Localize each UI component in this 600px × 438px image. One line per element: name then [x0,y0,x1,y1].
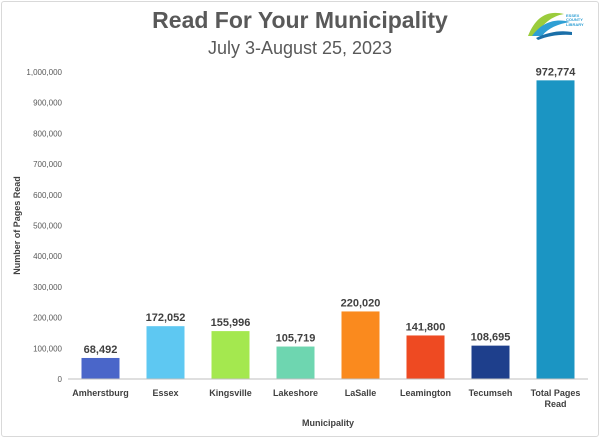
bar [81,357,120,379]
data-label: 155,996 [211,317,251,329]
data-label: 972,774 [536,66,577,78]
y-tick-label: 0 [58,375,63,384]
bar [146,326,185,379]
y-tick-label: 900,000 [33,99,62,108]
y-tick-label: 400,000 [33,252,62,261]
x-tick-label: Read [544,399,566,409]
x-axis-categories: Amherstburg Essex Kingsville Lakeshore LaSal… [72,388,580,409]
x-tick-label: LaSalle [345,388,377,398]
data-label: 68,492 [84,344,118,356]
chart-subtitle: July 3-August 25, 2023 [207,38,393,58]
library-logo-text: ESSEX COUNTY LIBRARY [566,13,584,27]
x-tick-label: Kingsville [209,388,252,398]
data-label: 141,800 [406,321,446,333]
chart-title: Read For Your Municipality [152,7,448,33]
y-axis-title: Number of Pages Read [12,176,22,275]
x-tick-label: Total Pages [531,388,581,398]
x-tick-label: Leamington [400,388,451,398]
library-logo-icon [528,12,572,40]
y-tick-label: 100,000 [33,344,62,353]
bar [276,346,315,379]
y-tick-label: 600,000 [33,191,62,200]
bars [81,80,575,379]
x-tick-label: Lakeshore [273,388,318,398]
x-tick-label: Essex [152,388,178,398]
y-tick-label: 200,000 [33,314,62,323]
y-tick-label: 300,000 [33,283,62,292]
bar [211,331,250,379]
data-label: 108,695 [471,332,511,344]
data-label: 220,020 [341,297,381,309]
y-axis: 0 100,000 200,000 300,000 400,000 500,000 600,… [26,68,62,384]
bar [406,335,445,379]
data-labels: 68,492 172,052 155,996 105,719 220,020 141,80… [84,66,577,356]
y-tick-label: 800,000 [33,129,62,138]
x-tick-label: Amherstburg [72,388,129,398]
y-tick-label: 500,000 [33,222,62,231]
data-label: 172,052 [146,312,186,324]
y-tick-label: 700,000 [33,160,62,169]
y-tick-label: 1,000,000 [26,68,62,77]
x-tick-label: Tecumseh [469,388,513,398]
bar [341,311,380,379]
data-label: 105,719 [276,333,316,345]
x-axis-title: Municipality [302,418,354,428]
bar [471,345,510,379]
bar [536,80,575,379]
